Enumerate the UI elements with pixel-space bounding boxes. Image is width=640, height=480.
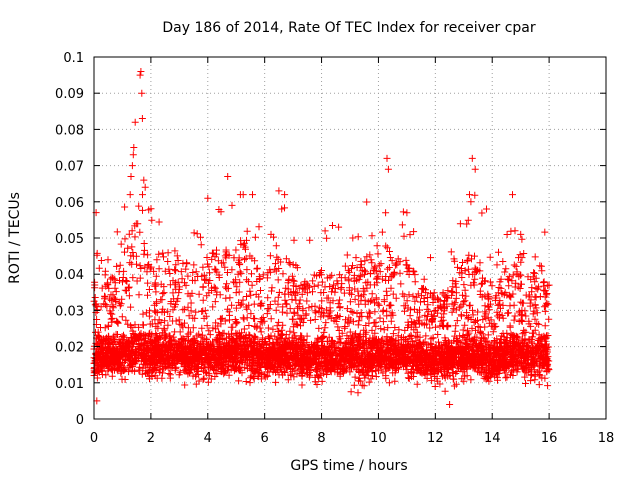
x-axis-title: GPS time / hours — [290, 458, 407, 474]
x-tick-label: 16 — [541, 431, 558, 446]
y-axis: 0 0.01 0.02 0.03 0.04 0.05 0.06 0.07 0.08 0.09 0.1 — [55, 51, 606, 428]
x-tick-label: 2 — [147, 431, 155, 446]
x-tick-label: 14 — [484, 431, 501, 446]
x-tick-label: 4 — [204, 431, 212, 446]
chart-title: Day 186 of 2014, Rate Of TEC Index for r… — [162, 20, 536, 36]
y-tick-label: 0 — [76, 413, 84, 428]
roti-point-markers — [90, 68, 553, 408]
x-tick-label: 18 — [598, 431, 615, 446]
x-tick-label: 6 — [261, 431, 269, 446]
y-tick-label: 0.04 — [55, 268, 84, 283]
y-tick-label: 0.05 — [55, 232, 84, 247]
x-tick-label: 12 — [427, 431, 444, 446]
x-tick-label: 8 — [317, 431, 325, 446]
y-tick-label: 0.01 — [55, 377, 84, 392]
y-axis-title: ROTI / TECUs — [7, 192, 23, 284]
y-tick-label: 0.07 — [55, 160, 84, 175]
y-tick-label: 0.02 — [55, 341, 84, 356]
y-tick-label: 0.03 — [55, 304, 84, 319]
y-tick-label: 0.09 — [55, 87, 84, 102]
x-tick-label: 10 — [370, 431, 387, 446]
y-tick-label: 0.08 — [55, 123, 84, 138]
x-tick-label: 0 — [90, 431, 98, 446]
y-tick-label: 0.06 — [55, 196, 84, 211]
scatter-points — [90, 68, 553, 408]
y-tick-label: 0.1 — [63, 51, 84, 66]
x-axis: 0 2 4 6 8 10 12 14 16 18 — [90, 57, 614, 446]
